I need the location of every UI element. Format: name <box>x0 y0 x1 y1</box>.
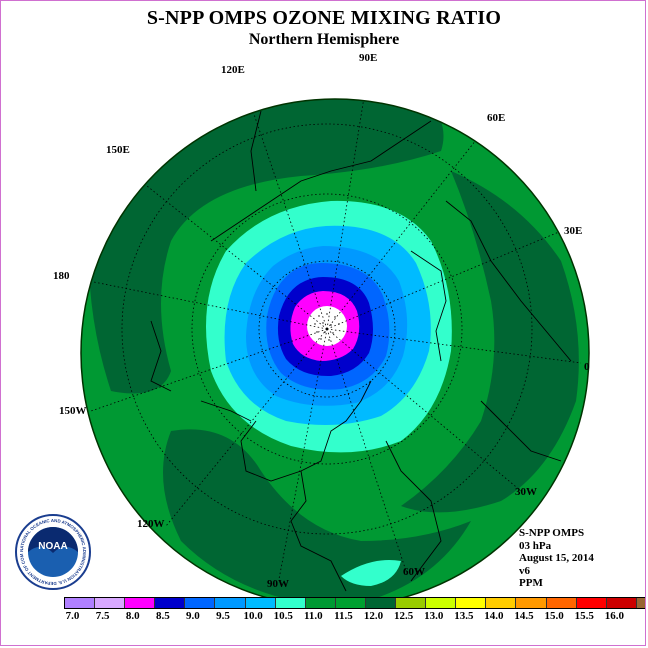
color-scale-tick-label: 7.0 <box>65 610 80 622</box>
units: PPM <box>519 577 543 589</box>
color-scale-tick-label: 16.0 <box>604 610 624 622</box>
instrument-name: S-NPP OMPS <box>519 527 585 539</box>
map-subtitle: Northern Hemisphere <box>248 31 400 48</box>
color-scale-tick-label: 12.5 <box>394 610 414 622</box>
svg-text:NATIONAL OCEANIC AND ATMOSPHER: NATIONAL OCEANIC AND ATMOSPHERIC ADMINIS… <box>1 1 87 586</box>
lon-label-120w: 120W <box>137 518 165 530</box>
color-swatch <box>576 598 607 608</box>
lon-label-150w: 150W <box>59 405 87 417</box>
color-swatch <box>365 598 397 608</box>
product-version: v6 <box>519 564 530 577</box>
graticule <box>81 99 582 580</box>
color-swatch <box>606 598 637 608</box>
color-scale-tick-label: 13.0 <box>424 610 444 622</box>
color-scale-tick-label: 11.0 <box>303 610 323 622</box>
contour-11-5-atlantic <box>401 171 579 513</box>
lon-label-90e: 90E <box>359 52 378 64</box>
color-swatch <box>65 598 96 608</box>
color-scale-tick-label: 13.5 <box>454 610 474 622</box>
color-swatch <box>546 598 577 608</box>
color-swatch <box>426 598 457 608</box>
lon-label-0: 0 <box>584 361 590 373</box>
lon-label-150e: 150E <box>106 144 130 156</box>
color-scale-tick-label: 15.5 <box>574 610 594 622</box>
color-swatch <box>275 598 306 608</box>
color-swatch <box>215 598 246 608</box>
map-title: S-NPP OMPS OZONE MIXING RATIO <box>146 7 502 29</box>
color-swatch <box>95 598 126 608</box>
color-swatch <box>125 598 156 608</box>
color-scale-bar <box>64 597 645 609</box>
coastlines <box>150 110 572 592</box>
color-scale-tick-label: 8.0 <box>125 610 140 622</box>
pole-dots <box>314 313 340 341</box>
noaa-logo-text: NOAA <box>38 541 67 552</box>
color-swatch <box>636 598 645 608</box>
color-scale-tick-label: 9.5 <box>216 610 230 622</box>
contour-10-5-caribbean <box>341 560 401 586</box>
color-swatch <box>155 598 186 608</box>
polar-night-missing <box>307 306 347 346</box>
color-swatch <box>516 598 547 608</box>
lon-label-180: 180 <box>53 270 70 282</box>
color-scale-tick-label: 15.0 <box>544 610 564 622</box>
color-scale-tick-label: 7.5 <box>95 610 110 622</box>
color-scale-tick-label: 14.5 <box>514 610 534 622</box>
lon-label-90w: 90W <box>267 578 289 590</box>
color-scale-tick-label: 11.5 <box>334 610 353 622</box>
color-scale-tick-label: 14.0 <box>484 610 504 622</box>
lon-label-30w: 30W <box>515 486 537 498</box>
color-scale-tick-label: 9.0 <box>186 610 200 622</box>
color-scale-tick-label: 10.0 <box>243 610 263 622</box>
color-swatch <box>185 598 216 608</box>
color-scale-tick-label: 10.5 <box>273 610 293 622</box>
lon-label-60w: 60W <box>403 566 425 578</box>
color-swatch <box>396 598 427 608</box>
color-swatch <box>486 598 517 608</box>
pressure-level: 03 hPa <box>519 539 552 552</box>
lon-label-60e: 60E <box>487 112 506 124</box>
observation-date: August 15, 2014 <box>519 552 594 564</box>
noaa-ring-text: NATIONAL OCEANIC AND ATMOSPHERIC ADMINIS… <box>1 1 87 586</box>
color-scale-tick-label: 8.5 <box>155 610 170 622</box>
color-scale-tick-label: 12.0 <box>363 610 384 622</box>
color-swatch <box>335 598 366 608</box>
color-swatch <box>305 598 336 608</box>
lon-label-30e: 30E <box>564 225 583 237</box>
lon-label-120e: 120E <box>221 64 245 76</box>
color-swatch <box>456 598 487 608</box>
product-info: S-NPP OMPS 03 hPa August 15, 2014 v6 PPM <box>519 527 594 590</box>
color-swatch <box>245 598 276 608</box>
noaa-logo: NATIONAL OCEANIC AND ATMOSPHERIC ADMINIS… <box>1 1 91 590</box>
ozone-field <box>81 99 589 607</box>
